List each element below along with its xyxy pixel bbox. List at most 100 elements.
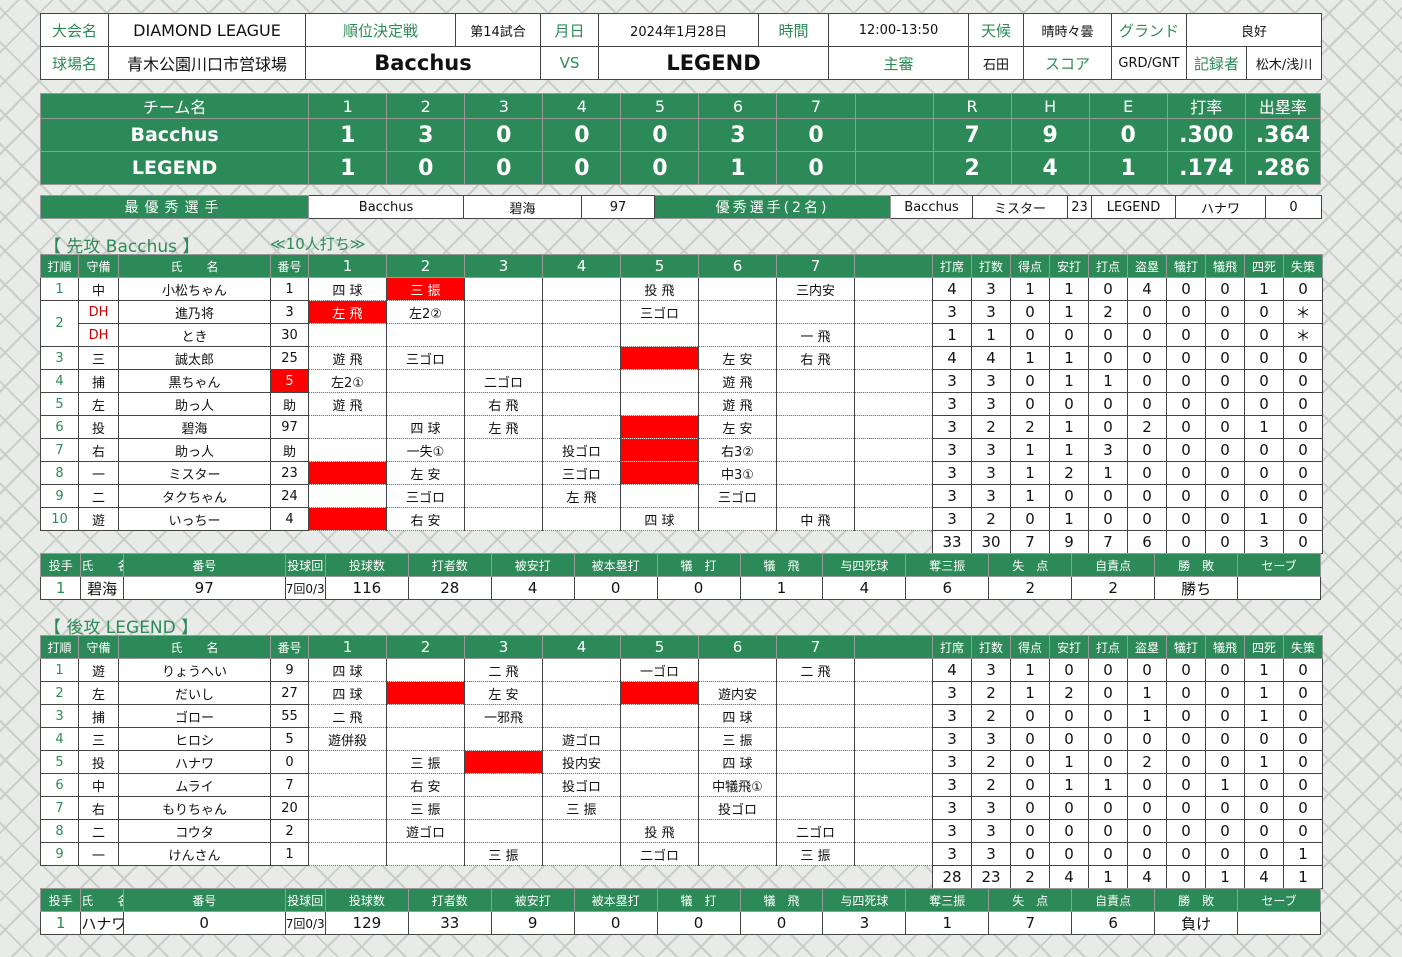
batting-header: 安打 [1049,635,1089,659]
batting-cell: 0 [1244,819,1284,843]
top-team-title: 【 先攻 Bacchus 】 [44,237,200,257]
batting-cell [620,369,699,393]
pitching-cell: 6 [1071,911,1156,935]
batting-cell: 捕 [78,704,119,728]
batting-cell: りょうへい [118,658,271,682]
batting-cell: 三 振 [386,750,465,774]
top-batting-table: 打順 守備氏 名番号 1 2 3 4 5 6 7 打席 打数 得点 安打 打点 盗塁 犠打 犠飛 四死 失策 1 中小松… [40,254,1323,554]
batting-cell: DH [78,323,119,347]
pitching-cell: 4 [490,576,575,600]
batting-cell [386,392,465,416]
batting-cell: 5 [270,727,309,751]
batting-header: 打順 [40,254,79,278]
batting-cell: 遊 [78,658,119,682]
batting-cell: 0 [1244,796,1284,820]
batting-cell: 中犠飛① [698,773,777,797]
batting-cell [698,819,777,843]
batting-cell: 投 飛 [620,819,699,843]
batting-cell: 3 [971,300,1011,324]
batting-header: 守備 [78,635,119,659]
batting-cell: 0 [1205,727,1245,751]
batting-cell: 0 [1205,842,1245,866]
linescore-cell: 0 [776,118,856,152]
batting-cell: 2 [270,819,309,843]
batting-cell [698,277,777,301]
batting-cell: 0 [1127,819,1167,843]
batting-cell: 四 球 [308,277,387,301]
batting-cell: 一 飛 [776,323,855,347]
batting-cell: 0 [1205,392,1245,416]
meet-label: 大会名 [40,13,109,47]
match-type: 順位決定戦 [305,13,456,47]
linescore-cell: 0 [542,118,622,152]
batting-cell [854,323,933,347]
batting-cell [542,658,621,682]
batting-cell [308,819,387,843]
batting-cell: 3 [932,704,972,728]
batting-cell: 四 球 [386,415,465,439]
batting-cell [854,438,933,462]
batting-cell: 0 [1205,681,1245,705]
batting-cell: 一 [78,461,119,485]
batting-cell: 助 [270,438,309,462]
batting-header: 打席 [932,254,972,278]
batting-cell: 0 [1166,704,1206,728]
batting-cell: 0 [1049,727,1089,751]
batting-cell: 55 [270,704,309,728]
batting-cell: タクちゃん [118,484,271,508]
batting-cell [620,323,699,347]
batting-cell: 一ゴロ [620,658,699,682]
pitching-cell: 1 [739,576,824,600]
batting-cell: 3 [932,727,972,751]
batting-cell: 1 [40,658,79,682]
batting-cell: 0 [1283,392,1323,416]
batting-cell: ゴロー [118,704,271,728]
batting-header: 盗塁 [1127,254,1167,278]
weather: 晴時々曇 [1023,13,1112,47]
batting-cell: 0 [1205,346,1245,370]
batting-cell [620,750,699,774]
batting-header: 4 [542,254,621,278]
batting-cell: 0 [1283,277,1323,301]
batting-cell [854,750,933,774]
batting-header: 得点 [1010,254,1050,278]
pitching-cell: 7 [988,911,1073,935]
batting-cell [854,796,933,820]
batting-cell: 左 [78,392,119,416]
batting-cell: 一失① [386,438,465,462]
batting-cell: 0 [1166,750,1206,774]
batting-cell [776,773,855,797]
batting-cell: 0 [1088,704,1128,728]
batting-cell: 二 飛 [308,704,387,728]
batting-cell [464,507,543,531]
batting-cell: 1 [1205,773,1245,797]
batting-cell: 0 [1244,484,1284,508]
good1-team: Bacchus [890,195,973,219]
batting-cell: ＊ [1283,323,1323,347]
linescore-cell: 0 [464,118,544,152]
batting-cell: とき [118,323,271,347]
pitching-cell: 3 [822,911,907,935]
pitching-header: 投球回 [284,888,326,912]
batting-cell: 6 [40,415,79,439]
batting-cell: 左2② [386,300,465,324]
batting-cell: 0 [1088,507,1128,531]
batting-total: 28 [932,865,972,889]
batting-header: 打点 [1088,254,1128,278]
batting-cell: 0 [1010,773,1050,797]
batting-cell: 右 [78,796,119,820]
batting-header: 2 [386,254,465,278]
batting-cell [386,727,465,751]
pitching-header: 打者数 [407,888,492,912]
pitching-header: 自責点 [1071,553,1156,577]
batting-cell [464,484,543,508]
batting-header: 守備 [78,254,119,278]
pitching-cell: 28 [407,576,492,600]
batting-header: 氏 名 [118,635,271,659]
linescore-team: LEGEND [39,151,310,185]
batting-cell [308,750,387,774]
batting-cell: 8 [40,819,79,843]
batting-cell: 3 [270,300,309,324]
linescore-cell: 9 [1010,118,1090,152]
bottom-team-title: 【 後攻 LEGEND 】 [44,618,199,638]
